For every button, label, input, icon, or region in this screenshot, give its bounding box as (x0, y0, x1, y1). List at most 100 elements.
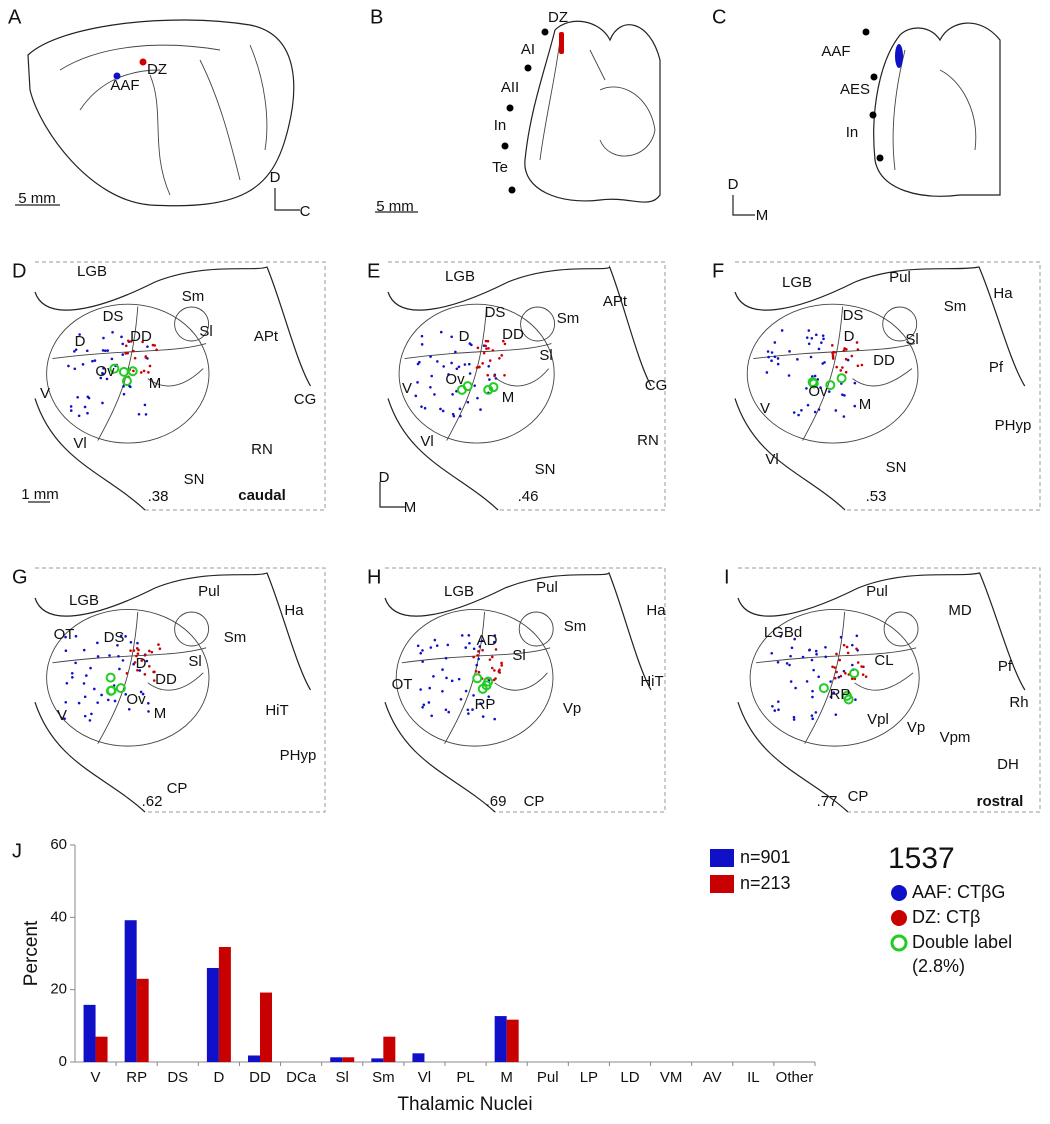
labeled-cell (421, 649, 424, 652)
section-frame (35, 261, 326, 511)
labeled-cell (776, 660, 780, 664)
region-label: Ov (95, 363, 115, 380)
region-label: Sl (188, 653, 201, 670)
region-label: .77 (817, 793, 838, 810)
double-labeled-cell (472, 673, 483, 684)
labeled-cell (121, 342, 125, 346)
nucleus-borders (404, 306, 552, 441)
labeled-cell (90, 712, 93, 716)
labeled-cell (76, 395, 79, 399)
labeled-cell (421, 660, 424, 663)
section-frame (388, 261, 666, 511)
labeled-cell (82, 648, 86, 652)
labeled-cell (830, 344, 834, 347)
labeled-cell (790, 646, 794, 650)
legend-swatch (710, 849, 734, 867)
labeled-cell (430, 374, 434, 378)
labeled-cell (485, 347, 488, 350)
panel-letter: G (12, 566, 28, 588)
labeled-cell (124, 693, 128, 696)
x-tick-label: Pul (537, 1069, 559, 1086)
labeled-cell (110, 357, 114, 361)
region-label: AES (840, 81, 870, 98)
region-label: Rh (1009, 694, 1028, 711)
section-frame (738, 567, 1041, 813)
labeled-cell (77, 414, 81, 418)
labeled-cell (479, 408, 482, 411)
region-label: CG (645, 377, 668, 394)
region-label: Vpl (867, 711, 889, 728)
double-labeled-cell (483, 676, 494, 687)
labeled-cell (813, 374, 817, 378)
labeled-cell (845, 645, 849, 649)
labeled-cell (832, 350, 835, 354)
labeled-cell (148, 364, 152, 368)
key-label: Double label (912, 932, 1012, 952)
labeled-cell (811, 689, 814, 693)
labeled-cell (853, 381, 857, 385)
labeled-cell (476, 346, 480, 350)
region-label: D (459, 328, 470, 345)
labeled-cell (447, 373, 450, 376)
labeled-cell (452, 414, 456, 418)
labeled-cell (144, 413, 148, 416)
labeled-cell (788, 350, 791, 353)
labeled-cell (99, 376, 103, 380)
labeled-cell (854, 698, 857, 701)
labeled-cell (143, 673, 147, 676)
labeled-cell (467, 712, 470, 715)
labeled-cell (835, 365, 838, 369)
labeled-cell (817, 347, 821, 351)
labeled-cell (829, 695, 833, 699)
labeled-cell (779, 635, 782, 638)
bar (95, 1036, 108, 1062)
labeled-cell (136, 668, 139, 672)
nucleus-outline (518, 611, 554, 647)
section-outline (34, 572, 312, 813)
double-labeled-cell (456, 384, 467, 395)
labeled-cell (135, 647, 139, 650)
section-detail (539, 39, 656, 161)
nucleus-borders (753, 306, 916, 441)
nucleus-outline (883, 611, 919, 647)
labeled-cell (824, 655, 828, 659)
labeled-cell (827, 390, 831, 393)
region-label: Ov (445, 371, 465, 388)
section-outline (734, 266, 1026, 511)
double-labeled-cell (105, 672, 116, 683)
labeled-cell (102, 367, 105, 370)
region-label: Pul (889, 269, 911, 286)
labeled-cell (119, 634, 123, 638)
region-label: .46 (518, 488, 539, 505)
region-label: Pf (989, 359, 1004, 376)
labeled-cell (422, 703, 426, 707)
labeled-cell (124, 344, 128, 348)
region-label: Sm (564, 618, 587, 635)
labeled-cell (101, 349, 105, 352)
labeled-cell (444, 708, 448, 712)
labeled-cell (143, 654, 147, 657)
labeled-cell (472, 647, 476, 651)
labeled-cell (814, 333, 818, 337)
labeled-cell (842, 415, 846, 418)
bar (506, 1019, 519, 1062)
labeled-cell (503, 342, 507, 346)
section-frame (385, 567, 666, 813)
labeled-cell (834, 713, 838, 716)
region-label: Pul (536, 579, 558, 596)
region-label: In (846, 124, 859, 141)
labeled-cell (116, 643, 119, 647)
labeled-cell (810, 375, 814, 378)
labeled-cell (835, 652, 838, 656)
nucleus-outline (882, 306, 918, 342)
x-tick-label: DCa (286, 1069, 317, 1086)
x-tick-label: D (213, 1069, 224, 1086)
labeled-cell (814, 649, 818, 653)
labeled-cell (137, 412, 141, 416)
labeled-cell (85, 674, 88, 677)
labeled-cell (841, 366, 844, 369)
labeled-cell (136, 652, 140, 655)
labeled-cell (457, 677, 461, 681)
nucleus-outline (746, 303, 919, 444)
labeled-cell (839, 674, 843, 678)
